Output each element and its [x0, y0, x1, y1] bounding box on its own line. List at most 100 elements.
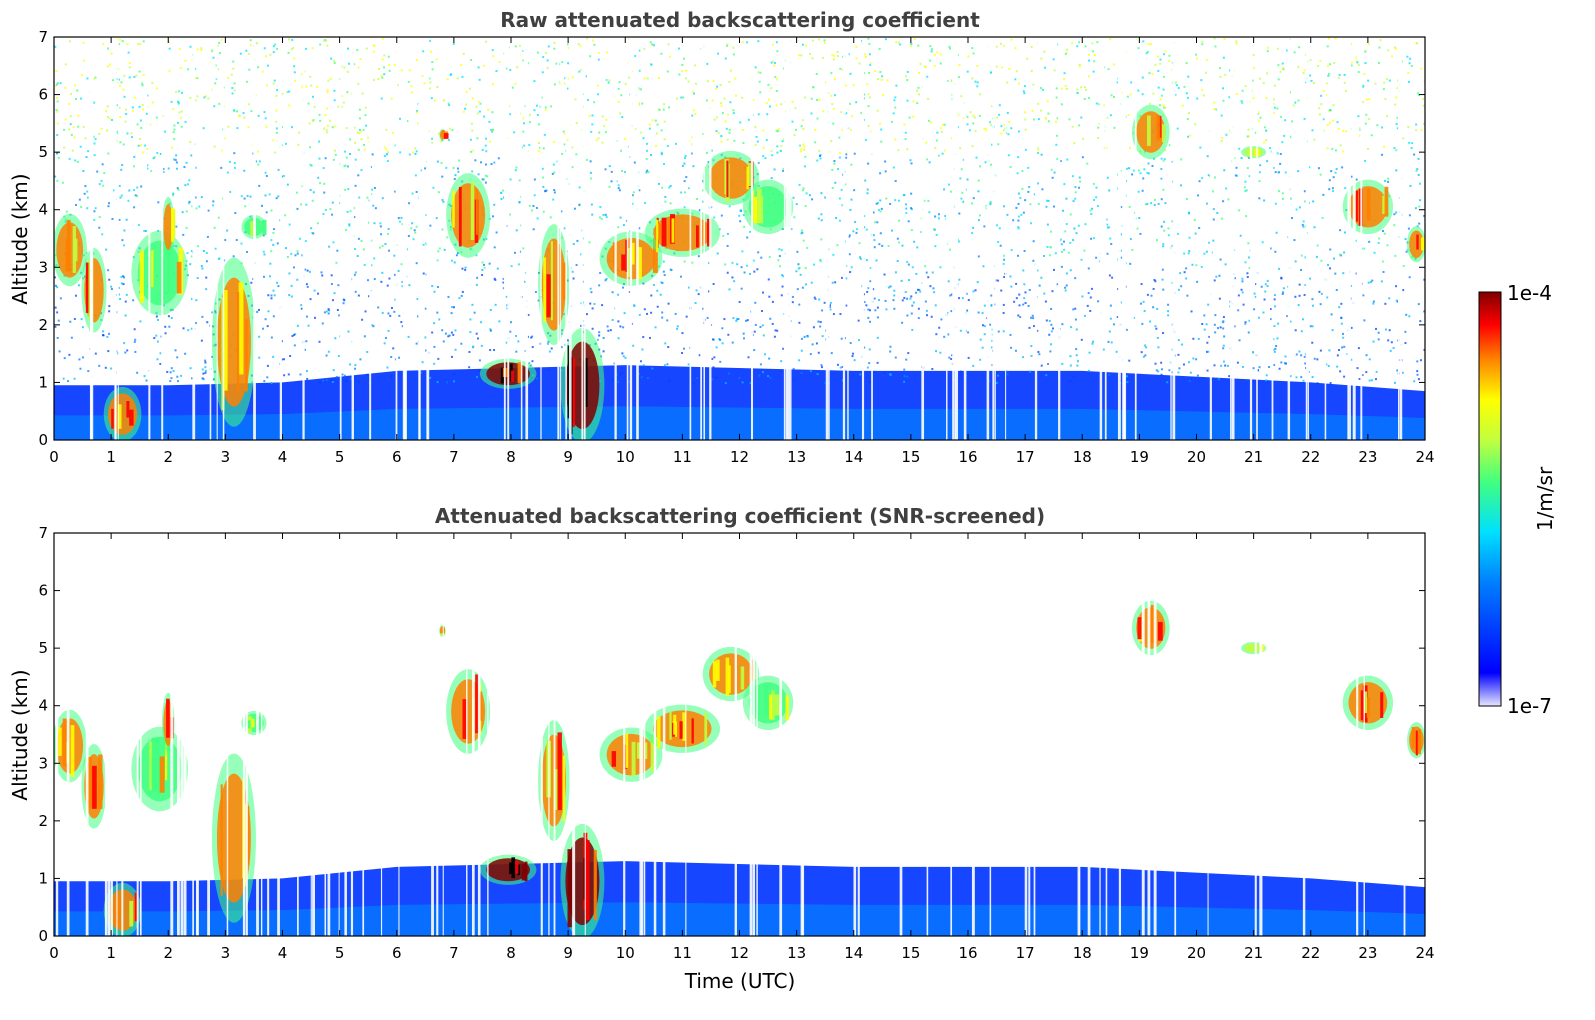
x-tick-label: 6: [392, 448, 402, 466]
colorbar: 1e-4 1e-7 1/m/sr: [1478, 281, 1557, 718]
x-tick-label: 20: [1187, 944, 1206, 962]
cloud-feature: [1407, 722, 1425, 759]
x-tick-label: 16: [958, 944, 977, 962]
x-tick-label: 19: [1130, 944, 1149, 962]
x-tick-label: 18: [1073, 944, 1092, 962]
x-tick-label: 5: [335, 944, 345, 962]
x-tick-label: 1: [106, 448, 116, 466]
x-tick-label: 0: [49, 944, 59, 962]
y-tick-label: 2: [38, 812, 48, 830]
x-tick-label: 22: [1301, 448, 1320, 466]
cloud-feature: [1342, 675, 1394, 731]
ticks-screened: 0 1 2 3 4 5 6 7 8 9 10 11 12 13 14 15 16 17 18 19 20 21 22 23 24…: [38, 524, 1434, 962]
x-tick-label: 10: [616, 448, 635, 466]
cloud-feature: [560, 823, 605, 936]
x-tick-label: 5: [335, 448, 345, 466]
x-tick-label: 14: [844, 448, 863, 466]
cloud-feature: [1407, 226, 1425, 263]
x-tick-label: 17: [1016, 944, 1035, 962]
cloud-feature: [81, 247, 107, 333]
panel-screened: Attenuated backscattering coefficient (S…: [8, 504, 1435, 993]
y-tick-label: 1: [38, 869, 48, 887]
colorbar-min-label: 1e-7: [1507, 694, 1552, 718]
x-tick-label: 15: [901, 944, 920, 962]
heatmap-body: [54, 533, 1425, 936]
y-tick-label: 2: [38, 316, 48, 334]
x-tick-label: 14: [844, 944, 863, 962]
x-tick-label: 24: [1415, 448, 1434, 466]
plot-area-raw: [54, 37, 1425, 440]
x-tick-label: 9: [563, 944, 573, 962]
x-tick-label: 15: [901, 448, 920, 466]
x-tick-label: 13: [787, 944, 806, 962]
cloud-feature: [211, 257, 256, 427]
x-tick-label: 12: [730, 448, 749, 466]
x-tick-label: 23: [1358, 448, 1377, 466]
y-tick-label: 7: [38, 524, 48, 542]
y-tick-label: 5: [38, 143, 48, 161]
x-tick-label: 16: [958, 448, 977, 466]
chart-title-raw: Raw attenuated backscattering coefficien…: [500, 8, 980, 32]
noise-speckle: [54, 37, 1425, 385]
cloud-feature: [131, 230, 188, 316]
x-tick-label: 9: [563, 448, 573, 466]
x-tick-label: 21: [1244, 944, 1263, 962]
cloud-feature: [161, 196, 176, 258]
cloud-feature: [81, 743, 107, 829]
x-tick-label: 23: [1358, 944, 1377, 962]
colorbar-unit-label: 1/m/sr: [1533, 466, 1557, 531]
cloud-feature: [538, 224, 570, 346]
x-tick-label: 2: [163, 448, 173, 466]
cloud-feature: [54, 709, 87, 783]
cloud-feature: [439, 128, 449, 141]
cloud-feature: [644, 208, 721, 257]
x-tick-label: 20: [1187, 448, 1206, 466]
y-tick-label: 3: [38, 258, 48, 276]
cloud-feature: [702, 646, 760, 702]
y-tick-label: 0: [38, 927, 48, 945]
x-tick-label: 10: [616, 944, 635, 962]
ticks-raw: 0 1 2 3 4 5 6 7 8 9 10 11 12 13 14 15 16 17 18 19 20 21 22 23 24…: [38, 28, 1434, 466]
x-tick-label: 7: [449, 448, 459, 466]
heatmap-body: [54, 37, 1425, 440]
y-tick-label: 4: [38, 201, 48, 219]
x-tick-label: 21: [1244, 448, 1263, 466]
boundary-layer-core: [54, 902, 1425, 936]
x-tick-label: 3: [221, 944, 231, 962]
y-tick-label: 3: [38, 754, 48, 772]
y-tick-label: 6: [38, 86, 48, 104]
y-tick-label: 4: [38, 697, 48, 715]
cloud-feature: [446, 173, 491, 258]
colorbar-max-label: 1e-4: [1507, 281, 1552, 305]
cloud-feature: [742, 675, 794, 731]
x-tick-label: 11: [673, 448, 692, 466]
x-tick-label: 19: [1130, 448, 1149, 466]
chart-title-screened: Attenuated backscattering coefficient (S…: [435, 504, 1045, 528]
y-tick-label: 0: [38, 431, 48, 449]
y-tick-label: 1: [38, 373, 48, 391]
missing-data-stripes: [55, 533, 1406, 936]
x-tick-label: 12: [730, 944, 749, 962]
y-tick-label: 6: [38, 582, 48, 600]
plot-area-screened: [54, 533, 1425, 936]
x-tick-label: 8: [506, 448, 516, 466]
x-tick-label: 6: [392, 944, 402, 962]
cloud-feature: [446, 669, 491, 754]
y-axis-label-raw: Altitude (km): [8, 173, 32, 304]
x-tick-label: 0: [49, 448, 59, 466]
x-tick-label: 13: [787, 448, 806, 466]
cloud-feature: [103, 386, 142, 440]
x-tick-label: 1: [106, 944, 116, 962]
y-axis-label-screened: Altitude (km): [8, 669, 32, 800]
cloud-feature: [1131, 104, 1170, 160]
x-tick-label: 22: [1301, 944, 1320, 962]
x-tick-label: 4: [278, 944, 288, 962]
cloud-feature: [439, 624, 446, 637]
x-tick-label: 17: [1016, 448, 1035, 466]
x-tick-label: 2: [163, 944, 173, 962]
cloud-feature: [742, 179, 794, 235]
cloud-feature: [54, 213, 87, 287]
cloud-feature: [479, 854, 537, 885]
x-tick-label: 24: [1415, 944, 1434, 962]
